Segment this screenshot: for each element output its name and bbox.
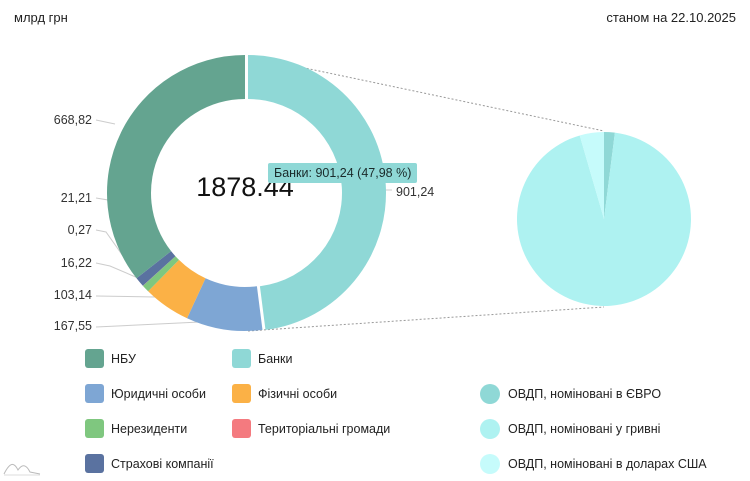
value-label-banks: 901,24 — [396, 185, 435, 199]
legend-label: ОВДП, номіновані в доларах США — [508, 457, 707, 471]
donut-slice-2[interactable] — [148, 259, 206, 319]
legend-swatch — [232, 384, 251, 403]
legend-swatch — [480, 419, 500, 439]
legend-label: Юридичні особи — [111, 386, 206, 401]
legend-label: НБУ — [111, 351, 136, 366]
value-label-nbu: 668,82 — [53, 113, 92, 127]
value-label-insurance: 21,21 — [60, 191, 92, 205]
detail-slice-2[interactable] — [579, 132, 604, 219]
value-label-legal-entities: 167,55 — [53, 319, 92, 333]
legend-swatch — [232, 349, 251, 368]
legend-item-individuals[interactable]: Фізичні особи — [232, 384, 337, 403]
value-label-territorial: 0,27 — [67, 223, 92, 237]
donut-slice-1[interactable] — [187, 278, 263, 332]
donut-slice-5[interactable] — [136, 251, 176, 286]
tooltip: Банки: 901,24 (47,98 %) — [268, 163, 418, 183]
detail-slice-1[interactable] — [517, 132, 692, 307]
leader-line — [95, 262, 139, 279]
legend-label: ОВДП, номіновані у гривні — [508, 422, 661, 436]
leader-line — [95, 119, 116, 125]
value-label-nonresidents: 16,22 — [60, 256, 92, 270]
legend-swatch — [480, 384, 500, 404]
legend-swatch — [232, 419, 251, 438]
legend-label: Страхові компанії — [111, 456, 214, 471]
unit-label: млрд грн — [14, 10, 68, 25]
legend-item-ovdp-eur[interactable]: ОВДП, номіновані в ЄВРО — [480, 384, 661, 404]
donut-slice-3[interactable] — [142, 256, 180, 292]
legend-swatch — [85, 419, 104, 438]
legend-label: Нерезиденти — [111, 421, 188, 436]
legend-item-legal-entities[interactable]: Юридичні особи — [85, 384, 206, 403]
legend-item-ovdp-usd[interactable]: ОВДП, номіновані в доларах США — [480, 454, 707, 474]
date-label: станом на 22.10.2025 — [606, 10, 736, 25]
legend-label: Територіальні громади — [258, 421, 391, 436]
legend-item-ovdp-uah[interactable]: ОВДП, номіновані у гривні — [480, 419, 660, 439]
legend-label: ОВДП, номіновані в ЄВРО — [508, 387, 662, 401]
legend-item-nbu[interactable]: НБУ — [85, 349, 136, 368]
legend-item-banks[interactable]: Банки — [232, 349, 293, 368]
value-label-individuals: 103,14 — [53, 288, 92, 302]
legend-item-territorial[interactable]: Територіальні громади — [232, 419, 390, 438]
donut-slice-0[interactable] — [248, 55, 386, 330]
legend-swatch — [85, 349, 104, 368]
leader-line — [95, 295, 156, 298]
legend-label: Фізичні особи — [258, 386, 338, 401]
leader-line — [95, 321, 201, 328]
legend-item-insurance[interactable]: Страхові компанії — [85, 454, 214, 473]
donut-slice-6[interactable] — [107, 55, 245, 279]
legend-swatch — [480, 454, 500, 474]
legend-label: Банки — [258, 351, 293, 366]
connector-line-bottom — [247, 306, 605, 332]
donut-slice-4[interactable] — [142, 256, 176, 286]
legend-item-nonresidents[interactable]: Нерезиденти — [85, 419, 187, 438]
detail-slice-0[interactable] — [604, 132, 615, 219]
legend-swatch — [85, 454, 104, 473]
logo-icon — [3, 464, 41, 476]
legend-swatch — [85, 384, 104, 403]
